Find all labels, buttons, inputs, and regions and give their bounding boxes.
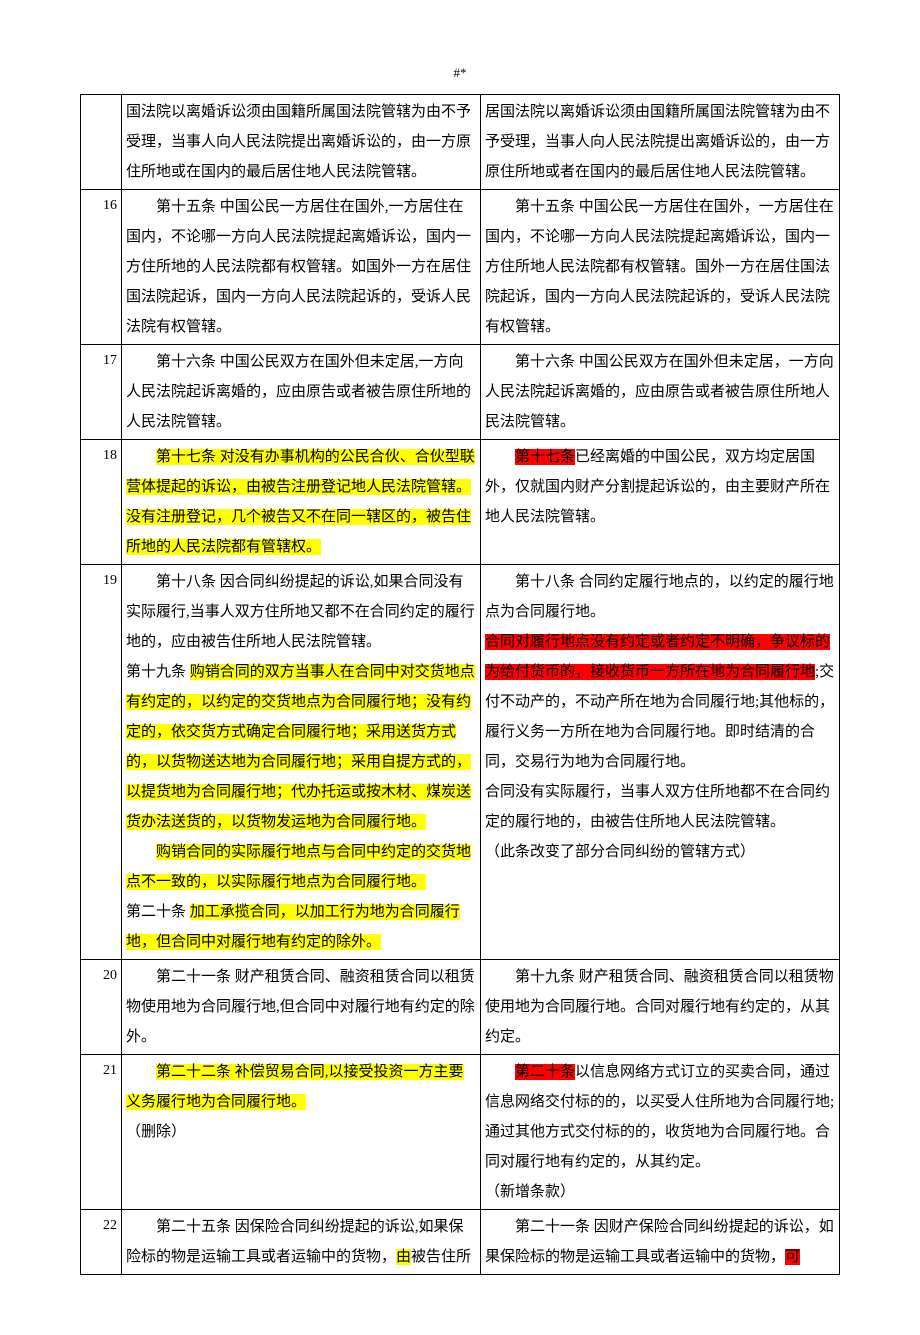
row-number: 21 [81, 1055, 122, 1210]
highlight-red: 合同对履行地点没有约定或者约定不明确，争议标的为给付货币的，接收货币一方所在地为… [485, 634, 830, 680]
table-row: 20第二十一条 财产租赁合同、融资租赁合同以租赁物使用地为合同履行地,但合同中对… [81, 960, 840, 1055]
page-header-mark: #* [80, 60, 840, 88]
row-number: 22 [81, 1210, 122, 1275]
table-row: 18第十七条 对没有办事机构的公民合伙、合伙型联营体提起的诉讼，由被告注册登记地… [81, 440, 840, 565]
row-number: 17 [81, 345, 122, 440]
highlight-yellow: 第十七条 对没有办事机构的公民合伙、合伙型联营体提起的诉讼，由被告注册登记地人民… [126, 449, 475, 555]
table-row: 17第十六条 中国公民双方在国外但未定居,一方向人民法院起诉离婚的，应由原告或者… [81, 345, 840, 440]
row-number [81, 95, 122, 190]
table-row: 16第十五条 中国公民一方居住在国外,一方居住在国内，不论哪一方向人民法院提起离… [81, 190, 840, 345]
row-number: 16 [81, 190, 122, 345]
highlight-red: 第十七条 [515, 449, 575, 465]
highlight-red: 可 [785, 1249, 800, 1265]
left-cell: 第十六条 中国公民双方在国外但未定居,一方向人民法院起诉离婚的，应由原告或者被告… [122, 345, 481, 440]
highlight-yellow: 第二十二条 补偿贸易合同,以接受投资一方主要义务履行地为合同履行地。 [126, 1064, 464, 1110]
left-cell: 第二十二条 补偿贸易合同,以接受投资一方主要义务履行地为合同履行地。（删除） [122, 1055, 481, 1210]
highlight-yellow: 购销合同的实际履行地点与合同中约定的交货地点不一致的，以实际履行地点为合同履行地… [126, 844, 471, 890]
left-cell: 第十五条 中国公民一方居住在国外,一方居住在国内，不论哪一方向人民法院提起离婚诉… [122, 190, 481, 345]
comparison-table: 国法院以离婚诉讼须由国籍所属国法院管辖为由不予受理，当事人向人民法院提出离婚诉讼… [80, 94, 840, 1275]
left-cell: 第二十一条 财产租赁合同、融资租赁合同以租赁物使用地为合同履行地,但合同中对履行… [122, 960, 481, 1055]
left-cell: 国法院以离婚诉讼须由国籍所属国法院管辖为由不予受理，当事人向人民法院提出离婚诉讼… [122, 95, 481, 190]
table-row: 19第十八条 因合同纠纷提起的诉讼,如果合同没有实际履行,当事人双方住所地又都不… [81, 565, 840, 960]
right-cell: 第十九条 财产租赁合同、融资租赁合同以租赁物使用地为合同履行地。合同对履行地有约… [481, 960, 840, 1055]
row-number: 20 [81, 960, 122, 1055]
highlight-yellow: 加工承揽合同，以加工行为地为合同履行地，但合同中对履行地有约定的除外。 [126, 904, 460, 950]
left-cell: 第十八条 因合同纠纷提起的诉讼,如果合同没有实际履行,当事人双方住所地又都不在合… [122, 565, 481, 960]
row-number: 18 [81, 440, 122, 565]
right-cell: 第二十一条 因财产保险合同纠纷提起的诉讼，如果保险标的物是运输工具或者运输中的货… [481, 1210, 840, 1275]
left-cell: 第十七条 对没有办事机构的公民合伙、合伙型联营体提起的诉讼，由被告注册登记地人民… [122, 440, 481, 565]
right-cell: 第二十条以信息网络方式订立的买卖合同，通过信息网络交付标的的，以买受人住所地为合… [481, 1055, 840, 1210]
highlight-yellow: 购销合同的双方当事人在合同中对交货地点有约定的，以约定的交货地点为合同履行地；没… [126, 664, 475, 830]
table-row: 21第二十二条 补偿贸易合同,以接受投资一方主要义务履行地为合同履行地。（删除）… [81, 1055, 840, 1210]
highlight-red: 第二十条 [515, 1064, 575, 1080]
right-cell: 第十六条 中国公民双方在国外但未定居，一方向人民法院起诉离婚的，应由原告或者被告… [481, 345, 840, 440]
table-row: 22第二十五条 因保险合同纠纷提起的诉讼,如果保险标的物是运输工具或者运输中的货… [81, 1210, 840, 1275]
right-cell: 第十五条 中国公民一方居住在国外，一方居住在国内，不论哪一方向人民法院提起离婚诉… [481, 190, 840, 345]
right-cell: 第十八条 合同约定履行地点的，以约定的履行地点为合同履行地。合同对履行地点没有约… [481, 565, 840, 960]
row-number: 19 [81, 565, 122, 960]
right-cell: 第十七条已经离婚的中国公民，双方均定居国外，仅就国内财产分割提起诉讼的，由主要财… [481, 440, 840, 565]
highlight-yellow: 由 [396, 1249, 411, 1265]
right-cell: 居国法院以离婚诉讼须由国籍所属国法院管辖为由不予受理，当事人向人民法院提出离婚诉… [481, 95, 840, 190]
left-cell: 第二十五条 因保险合同纠纷提起的诉讼,如果保险标的物是运输工具或者运输中的货物，… [122, 1210, 481, 1275]
table-row: 国法院以离婚诉讼须由国籍所属国法院管辖为由不予受理，当事人向人民法院提出离婚诉讼… [81, 95, 840, 190]
